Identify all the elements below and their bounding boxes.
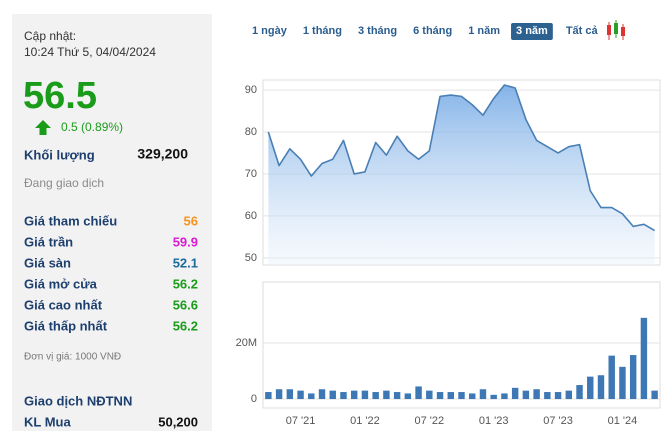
volume-bar (533, 389, 540, 400)
volume-bar (275, 389, 283, 400)
price-line (267, 84, 656, 232)
volume-bar (415, 386, 422, 400)
volume-bar (340, 392, 347, 400)
row-value: 52.1 (173, 255, 198, 270)
x-tick-label: 01 '22 (350, 415, 380, 427)
y-tick-label: 70 (245, 168, 257, 180)
volume-bar (318, 389, 326, 400)
volume-bar (501, 393, 508, 400)
volume-bar (350, 390, 358, 400)
row-label: Giá thấp nhất (24, 318, 108, 333)
volume-bar (361, 390, 369, 400)
foreign-title: Giao dịch NĐTNN (24, 393, 132, 408)
y-tick-label: 90 (245, 84, 257, 96)
row-value: 59.9 (173, 234, 198, 249)
row-value: 56.2 (173, 318, 198, 333)
volume-bar (286, 389, 294, 400)
volume-bar (479, 389, 487, 400)
volume-bar (447, 392, 454, 400)
row-value: 56 (184, 213, 198, 228)
row-label: Giá tham chiếu (24, 213, 117, 228)
volume-bar (393, 392, 401, 400)
update-time: 10:24 Thứ 5, 04/04/2024 (24, 45, 156, 59)
range-tab[interactable]: 3 năm (516, 25, 548, 37)
volume-bar (544, 392, 551, 400)
volume-bar (469, 393, 476, 400)
y-tick-label: 50 (245, 252, 257, 264)
volume-bar (372, 392, 379, 400)
row-label: Giá trần (24, 234, 73, 249)
row-label: Giá cao nhất (24, 297, 103, 312)
volume-bar (576, 385, 583, 400)
price-change: 0.5 (0.89%) (61, 120, 123, 134)
volume-bar (554, 392, 562, 400)
up-arrow (35, 120, 51, 135)
y-tick-label: 60 (245, 210, 257, 222)
range-tab[interactable]: 3 tháng (358, 25, 397, 37)
volume-bar (490, 394, 497, 400)
x-tick-label: 07 '21 (286, 415, 316, 427)
volume-bar (458, 392, 465, 400)
active-tab-bg (511, 23, 553, 40)
range-tab[interactable]: 1 ngày (252, 25, 288, 37)
x-tick-label: 01 '24 (608, 415, 638, 427)
y-tick-label: 80 (245, 126, 257, 138)
price: 56.5 (23, 75, 97, 117)
x-tick-label: 07 '22 (414, 415, 444, 427)
volume-bar (511, 387, 519, 400)
x-tick-label: 01 '23 (479, 415, 509, 427)
volume-bar (265, 392, 272, 400)
volume-bar (426, 390, 433, 400)
volume-bar (587, 376, 594, 400)
range-tab[interactable]: 6 tháng (413, 25, 452, 37)
volume-bar (329, 390, 336, 400)
volume-bar (597, 375, 605, 400)
volume-bar (297, 390, 304, 400)
info-panel (12, 14, 212, 431)
y-tick-label: 20M (236, 337, 257, 349)
volume-label: Khối lượng (24, 147, 95, 162)
volume-value: 329,200 (137, 146, 188, 162)
row-value: 56.6 (173, 297, 198, 312)
foreign-label: KL Mua (24, 414, 71, 429)
volume-bar (619, 366, 626, 400)
range-tab[interactable]: 1 tháng (303, 25, 342, 37)
update-label: Cập nhật: (24, 29, 76, 43)
volume-bar (522, 390, 530, 400)
volume-bar (608, 355, 615, 400)
status: Đang giao dịch (24, 176, 104, 190)
volume-bar (651, 390, 658, 400)
candle-icon[interactable] (607, 20, 625, 40)
price-area (268, 85, 655, 265)
range-tab[interactable]: Tất cả (566, 25, 599, 37)
volume-bar (436, 392, 444, 400)
volume-bar (565, 390, 573, 400)
range-tab[interactable]: 1 năm (468, 25, 500, 37)
plot-frame (262, 281, 661, 409)
volume-bar (629, 355, 637, 400)
foreign-value: 50,200 (158, 414, 198, 429)
volume-bar (308, 393, 315, 400)
unit-note: Đơn vị giá: 1000 VNĐ (24, 352, 121, 363)
row-label: Giá mở cửa (24, 276, 98, 291)
x-tick-label: 07 '23 (543, 415, 573, 427)
row-label: Giá sàn (24, 255, 71, 270)
volume-bar (640, 317, 648, 400)
row-value: 56.2 (173, 276, 198, 291)
volume-bar (404, 393, 412, 400)
y-tick-label: 0 (251, 393, 257, 405)
volume-bar (383, 390, 390, 400)
